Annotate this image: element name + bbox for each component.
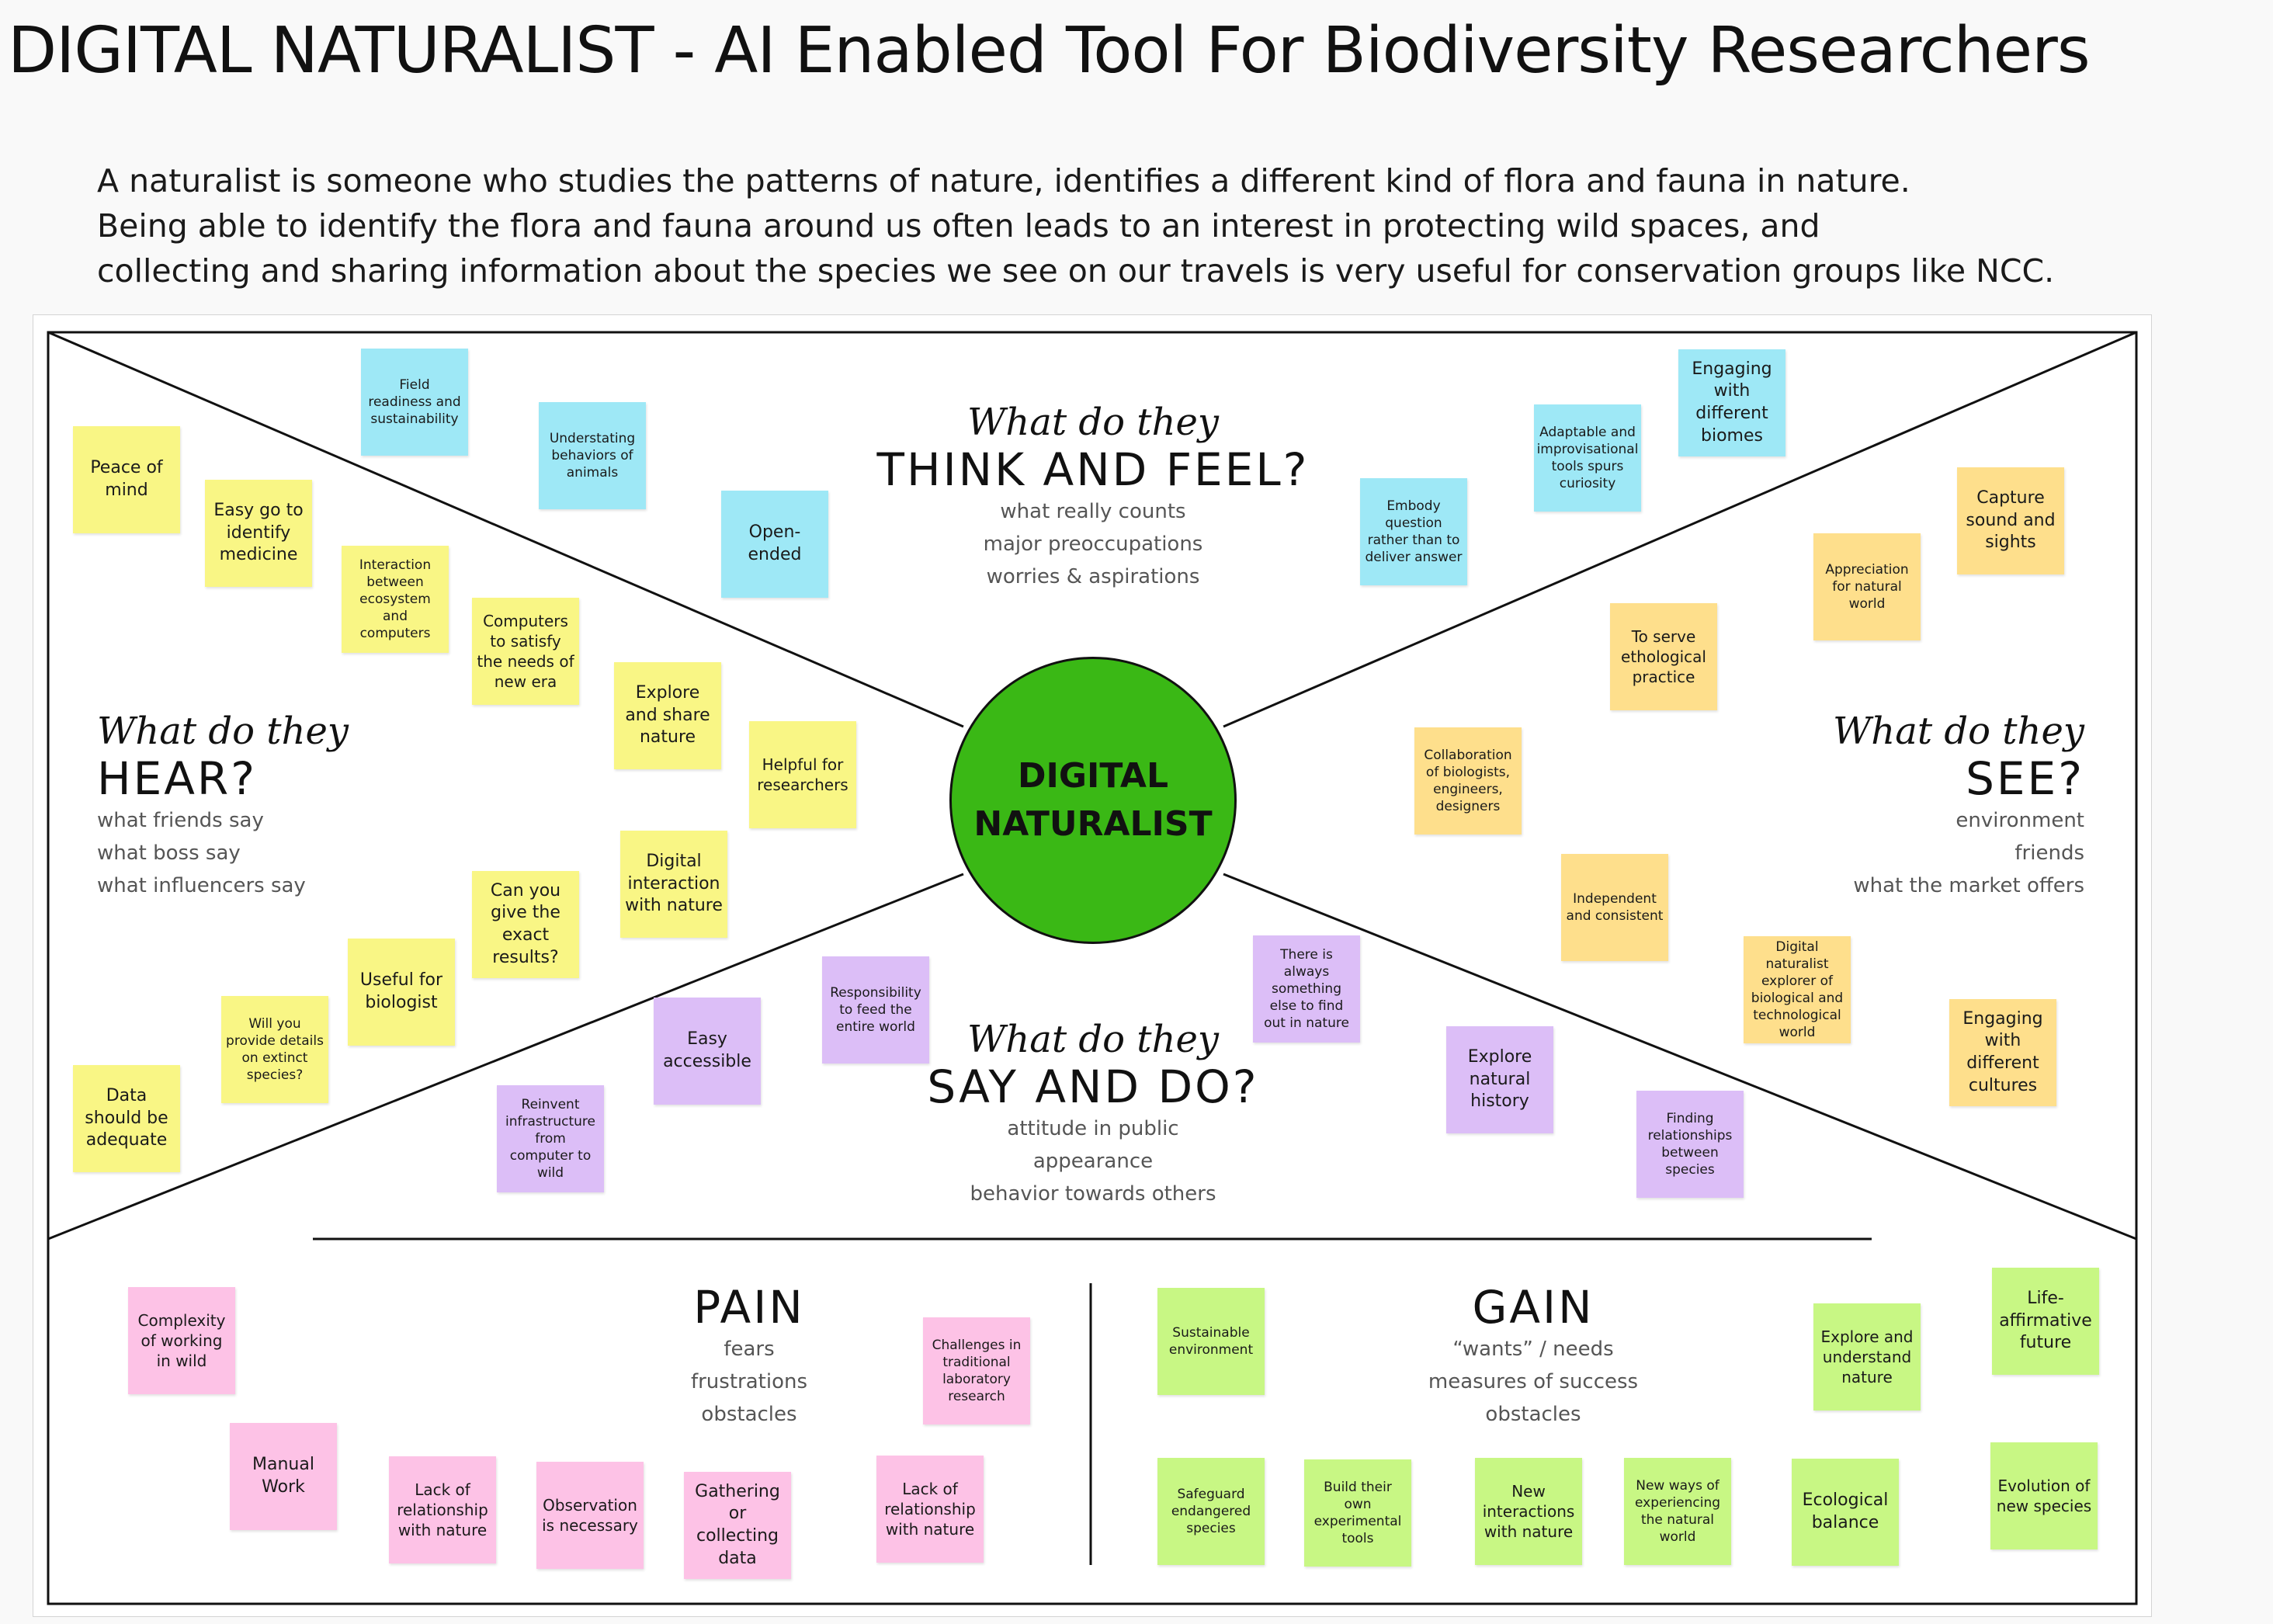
sticky-note: There is always something else to find o… [1253, 935, 1360, 1043]
sticky-note: New ways of experiencing the natural wor… [1624, 1458, 1731, 1565]
sticky-note: Can you give the exact results? [472, 871, 579, 978]
sticky-note: Complexity of working in wild [128, 1287, 235, 1394]
empathy-map-board: DIGITAL NATURALIST What do they THINK AN… [33, 314, 2152, 1617]
intro-line: A naturalist is someone who studies the … [97, 162, 1910, 200]
quadrant-script: What do they [966, 1018, 1220, 1061]
quadrant-sub: what the market offers [1853, 874, 2084, 897]
sticky-note: Build their own experimental tools [1304, 1459, 1411, 1567]
sticky-note: Data should be adequate [73, 1065, 180, 1172]
diagonal-line-bottom-left [47, 873, 964, 1241]
quadrant-sub: obstacles [701, 1403, 797, 1426]
sticky-note: Will you provide details on extinct spec… [221, 996, 328, 1103]
diagonal-line-bottom-right [1223, 873, 2137, 1241]
think-feel-heading: What do they THINK AND FEEL? what really… [810, 401, 1376, 593]
sticky-note: Engaging with different cultures [1949, 999, 2056, 1106]
quadrant-sub: what influencers say [97, 874, 306, 897]
say-do-heading: What do they SAY AND DO? attitude in pub… [810, 1018, 1376, 1210]
sticky-note: Observation is necessary [536, 1462, 644, 1569]
sticky-note: Manual Work [230, 1423, 337, 1530]
sticky-note: Field readiness and sustainability [361, 349, 468, 456]
gain-heading: GAIN “wants” / needs measures of success… [1378, 1282, 1688, 1431]
diagonal-line-top-left [47, 331, 964, 728]
sticky-note: Safeguard endangered species [1157, 1458, 1265, 1565]
quadrant-sub: what really counts [1000, 500, 1186, 523]
quadrant-sub: measures of success [1428, 1370, 1639, 1393]
sticky-note: Gathering or collecting data [684, 1472, 791, 1579]
sticky-note: Peace of mind [73, 426, 180, 533]
sticky-note: Easy go to identify medicine [205, 480, 312, 587]
quadrant-script: What do they [1832, 710, 2084, 753]
sticky-note: Digital interaction with nature [620, 831, 727, 938]
quadrant-title: SAY AND DO? [927, 1060, 1259, 1113]
hear-heading: What do they HEAR? what friends say what… [97, 710, 408, 902]
sticky-note: Life-affirmative future [1992, 1268, 2099, 1375]
center-label-line1: DIGITAL [1017, 756, 1169, 796]
sticky-note: Reinvent infrastructure from computer to… [497, 1085, 604, 1192]
sticky-note: Lack of relationship with nature [389, 1456, 496, 1563]
center-label-line2: NATURALIST [973, 804, 1213, 844]
quadrant-sub: “wants” / needs [1452, 1338, 1614, 1361]
sticky-note: Explore and understand nature [1813, 1303, 1921, 1411]
sticky-note: Digital naturalist explorer of biologica… [1744, 936, 1851, 1043]
page-title: DIGITAL NATURALIST - AI Enabled Tool For… [8, 14, 2091, 88]
sticky-note: Evolution of new species [1990, 1442, 2098, 1549]
quadrant-script: What do they [966, 401, 1220, 444]
sticky-note: Interaction between ecosystem and comput… [342, 546, 449, 653]
sticky-note: Explore natural history [1446, 1026, 1553, 1133]
center-circle: DIGITAL NATURALIST [949, 657, 1237, 944]
empathy-map-lines [47, 331, 2138, 1605]
quadrant-title: PAIN [693, 1281, 805, 1334]
quadrant-sub: worries & aspirations [986, 565, 1200, 588]
sticky-note: Capture sound and sights [1957, 467, 2064, 574]
quadrant-title: SEE? [1966, 752, 2084, 805]
sticky-note: Useful for biologist [348, 939, 455, 1046]
quadrant-script: What do they [97, 710, 349, 753]
sticky-note: Explore and share nature [614, 662, 721, 769]
sticky-note: Independent and consistent [1561, 854, 1668, 961]
sticky-note: Appreciation for natural world [1813, 533, 1921, 640]
sticky-note: Understating behaviors of animals [539, 402, 646, 509]
sticky-note: Lack of relationship with nature [876, 1456, 984, 1563]
intro-line: collecting and sharing information about… [97, 252, 2055, 290]
diagram-frame [47, 331, 2138, 1605]
intro-line: Being able to identify the flora and fau… [97, 207, 1820, 245]
quadrant-sub: fears [724, 1338, 775, 1361]
sticky-note: Embody question rather than to deliver a… [1360, 478, 1467, 585]
sticky-note: Open-ended [721, 491, 828, 598]
quadrant-sub: friends [2014, 841, 2084, 865]
quadrant-sub: behavior towards others [970, 1182, 1216, 1206]
quadrant-sub: major preoccupations [983, 533, 1203, 556]
sticky-note: To serve ethological practice [1610, 603, 1717, 710]
quadrant-sub: attitude in public [1007, 1117, 1179, 1140]
quadrant-sub: what friends say [97, 809, 264, 832]
sticky-note: Ecological balance [1792, 1459, 1899, 1566]
sticky-note: Adaptable and improvisational tools spur… [1534, 404, 1641, 512]
quadrant-sub: frustrations [690, 1370, 808, 1393]
sticky-note: Responsibility to feed the entire world [822, 956, 929, 1064]
quadrant-sub: obstacles [1485, 1403, 1581, 1426]
quadrant-title: GAIN [1472, 1281, 1595, 1334]
quadrant-title: HEAR? [97, 752, 258, 805]
sticky-note: Helpful for researchers [749, 721, 856, 828]
see-heading: What do they SEE? environment friends wh… [1741, 710, 2084, 902]
sticky-note: Easy accessible [654, 998, 761, 1105]
sticky-note: New interactions with nature [1475, 1458, 1582, 1565]
sticky-note: Finding relationships between species [1636, 1091, 1744, 1198]
quadrant-sub: what boss say [97, 841, 241, 865]
quadrant-sub: appearance [1032, 1150, 1154, 1173]
sticky-note: Sustainable environment [1157, 1288, 1265, 1395]
sticky-note: Computers to satisfy the needs of new er… [472, 598, 579, 705]
sticky-note: Challenges in traditional laboratory res… [923, 1317, 1030, 1424]
pain-heading: PAIN fears frustrations obstacles [594, 1282, 904, 1431]
sticky-note: Engaging with different biomes [1678, 349, 1785, 456]
sticky-note: Collaboration of biologists, engineers, … [1414, 727, 1522, 835]
diagonal-line-top-right [1223, 331, 2137, 728]
intro-paragraph: A naturalist is someone who studies the … [97, 158, 2054, 293]
quadrant-title: THINK AND FEEL? [876, 443, 1310, 496]
quadrant-sub: environment [1955, 809, 2084, 832]
